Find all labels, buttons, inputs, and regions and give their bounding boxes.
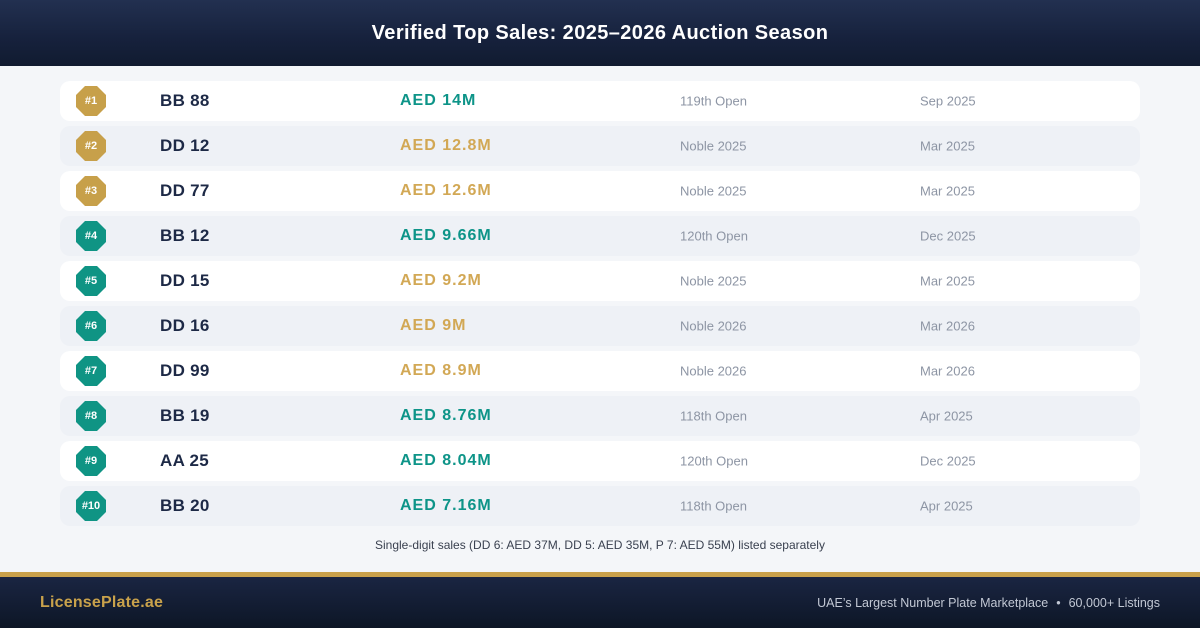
plate-code: DD 15 <box>160 271 210 290</box>
auction-name: Noble 2025 <box>680 183 747 199</box>
table-row: #6 DD 16 AED 9M Noble 2026 Mar 2026 <box>60 306 1140 346</box>
sale-price: AED 9M <box>400 317 467 334</box>
page-title: Verified Top Sales: 2025–2026 Auction Se… <box>371 21 829 44</box>
plate-code: AA 25 <box>160 451 210 470</box>
plate-code: BB 20 <box>160 496 210 515</box>
sale-price: AED 8.76M <box>400 407 492 424</box>
rank-badge: #7 <box>76 356 106 386</box>
sale-date: Mar 2026 <box>920 363 975 379</box>
table-row: #9 AA 25 AED 8.04M 120th Open Dec 2025 <box>60 441 1140 481</box>
sale-date: Mar 2025 <box>920 183 975 199</box>
sale-date: Apr 2025 <box>920 408 973 424</box>
sale-price: AED 7.16M <box>400 497 492 514</box>
sale-date: Sep 2025 <box>920 93 976 109</box>
sale-date: Dec 2025 <box>920 228 976 244</box>
rank-badge: #2 <box>76 131 106 161</box>
sale-price: AED 14M <box>400 92 477 109</box>
header-banner: Verified Top Sales: 2025–2026 Auction Se… <box>0 0 1200 66</box>
sale-price: AED 9.2M <box>400 272 482 289</box>
auction-name: Noble 2025 <box>680 138 747 154</box>
footer-tagline: UAE’s Largest Number Plate Marketplace • 6… <box>817 596 1160 610</box>
table-row: #7 DD 99 AED 8.9M Noble 2026 Mar 2026 <box>60 351 1140 391</box>
sales-table: #1 BB 88 AED 14M 119th Open Sep 2025 #2 … <box>0 66 1200 526</box>
plate-code: BB 12 <box>160 226 210 245</box>
sale-date: Dec 2025 <box>920 453 976 469</box>
rank-badge: #5 <box>76 266 106 296</box>
sale-date: Mar 2025 <box>920 138 975 154</box>
footer-bar: LicensePlate.ae UAE’s Largest Number Pla… <box>0 572 1200 628</box>
rank-badge: #8 <box>76 401 106 431</box>
sale-price: AED 12.8M <box>400 137 492 154</box>
auction-name: 120th Open <box>680 453 748 469</box>
sale-price: AED 12.6M <box>400 182 492 199</box>
sale-date: Mar 2026 <box>920 318 975 334</box>
table-row: #2 DD 12 AED 12.8M Noble 2025 Mar 2025 <box>60 126 1140 166</box>
plate-code: DD 12 <box>160 136 210 155</box>
bullet-separator: • <box>1056 595 1061 610</box>
rank-badge: #3 <box>76 176 106 206</box>
plate-code: BB 88 <box>160 91 210 110</box>
listings-count: 60,000+ Listings <box>1068 595 1160 610</box>
table-row: #8 BB 19 AED 8.76M 118th Open Apr 2025 <box>60 396 1140 436</box>
rank-badge: #6 <box>76 311 106 341</box>
tagline-text: UAE’s Largest Number Plate Marketplace <box>817 595 1049 610</box>
rank-badge: #9 <box>76 446 106 476</box>
sale-price: AED 8.9M <box>400 362 482 379</box>
auction-name: 118th Open <box>680 498 747 514</box>
table-row: #5 DD 15 AED 9.2M Noble 2025 Mar 2025 <box>60 261 1140 301</box>
plate-code: DD 99 <box>160 361 210 380</box>
rank-badge: #10 <box>76 491 106 521</box>
auction-name: Noble 2026 <box>680 318 747 334</box>
auction-name: 119th Open <box>680 93 747 109</box>
sale-price: AED 8.04M <box>400 452 492 469</box>
auction-name: 120th Open <box>680 228 748 244</box>
brand-logo: LicensePlate.ae <box>40 593 164 611</box>
rank-badge: #1 <box>76 86 106 116</box>
sale-date: Apr 2025 <box>920 498 973 514</box>
table-row: #1 BB 88 AED 14M 119th Open Sep 2025 <box>60 81 1140 121</box>
plate-code: DD 16 <box>160 316 210 335</box>
table-row: #3 DD 77 AED 12.6M Noble 2025 Mar 2025 <box>60 171 1140 211</box>
auction-name: Noble 2025 <box>680 273 747 289</box>
sale-price: AED 9.66M <box>400 227 492 244</box>
plate-code: DD 77 <box>160 181 210 200</box>
auction-name: Noble 2026 <box>680 363 747 379</box>
table-row: #10 BB 20 AED 7.16M 118th Open Apr 2025 <box>60 486 1140 526</box>
plate-code: BB 19 <box>160 406 210 425</box>
table-row: #4 BB 12 AED 9.66M 120th Open Dec 2025 <box>60 216 1140 256</box>
auction-name: 118th Open <box>680 408 747 424</box>
footnote: Single-digit sales (DD 6: AED 37M, DD 5:… <box>375 538 825 552</box>
rank-badge: #4 <box>76 221 106 251</box>
sale-date: Mar 2025 <box>920 273 975 289</box>
